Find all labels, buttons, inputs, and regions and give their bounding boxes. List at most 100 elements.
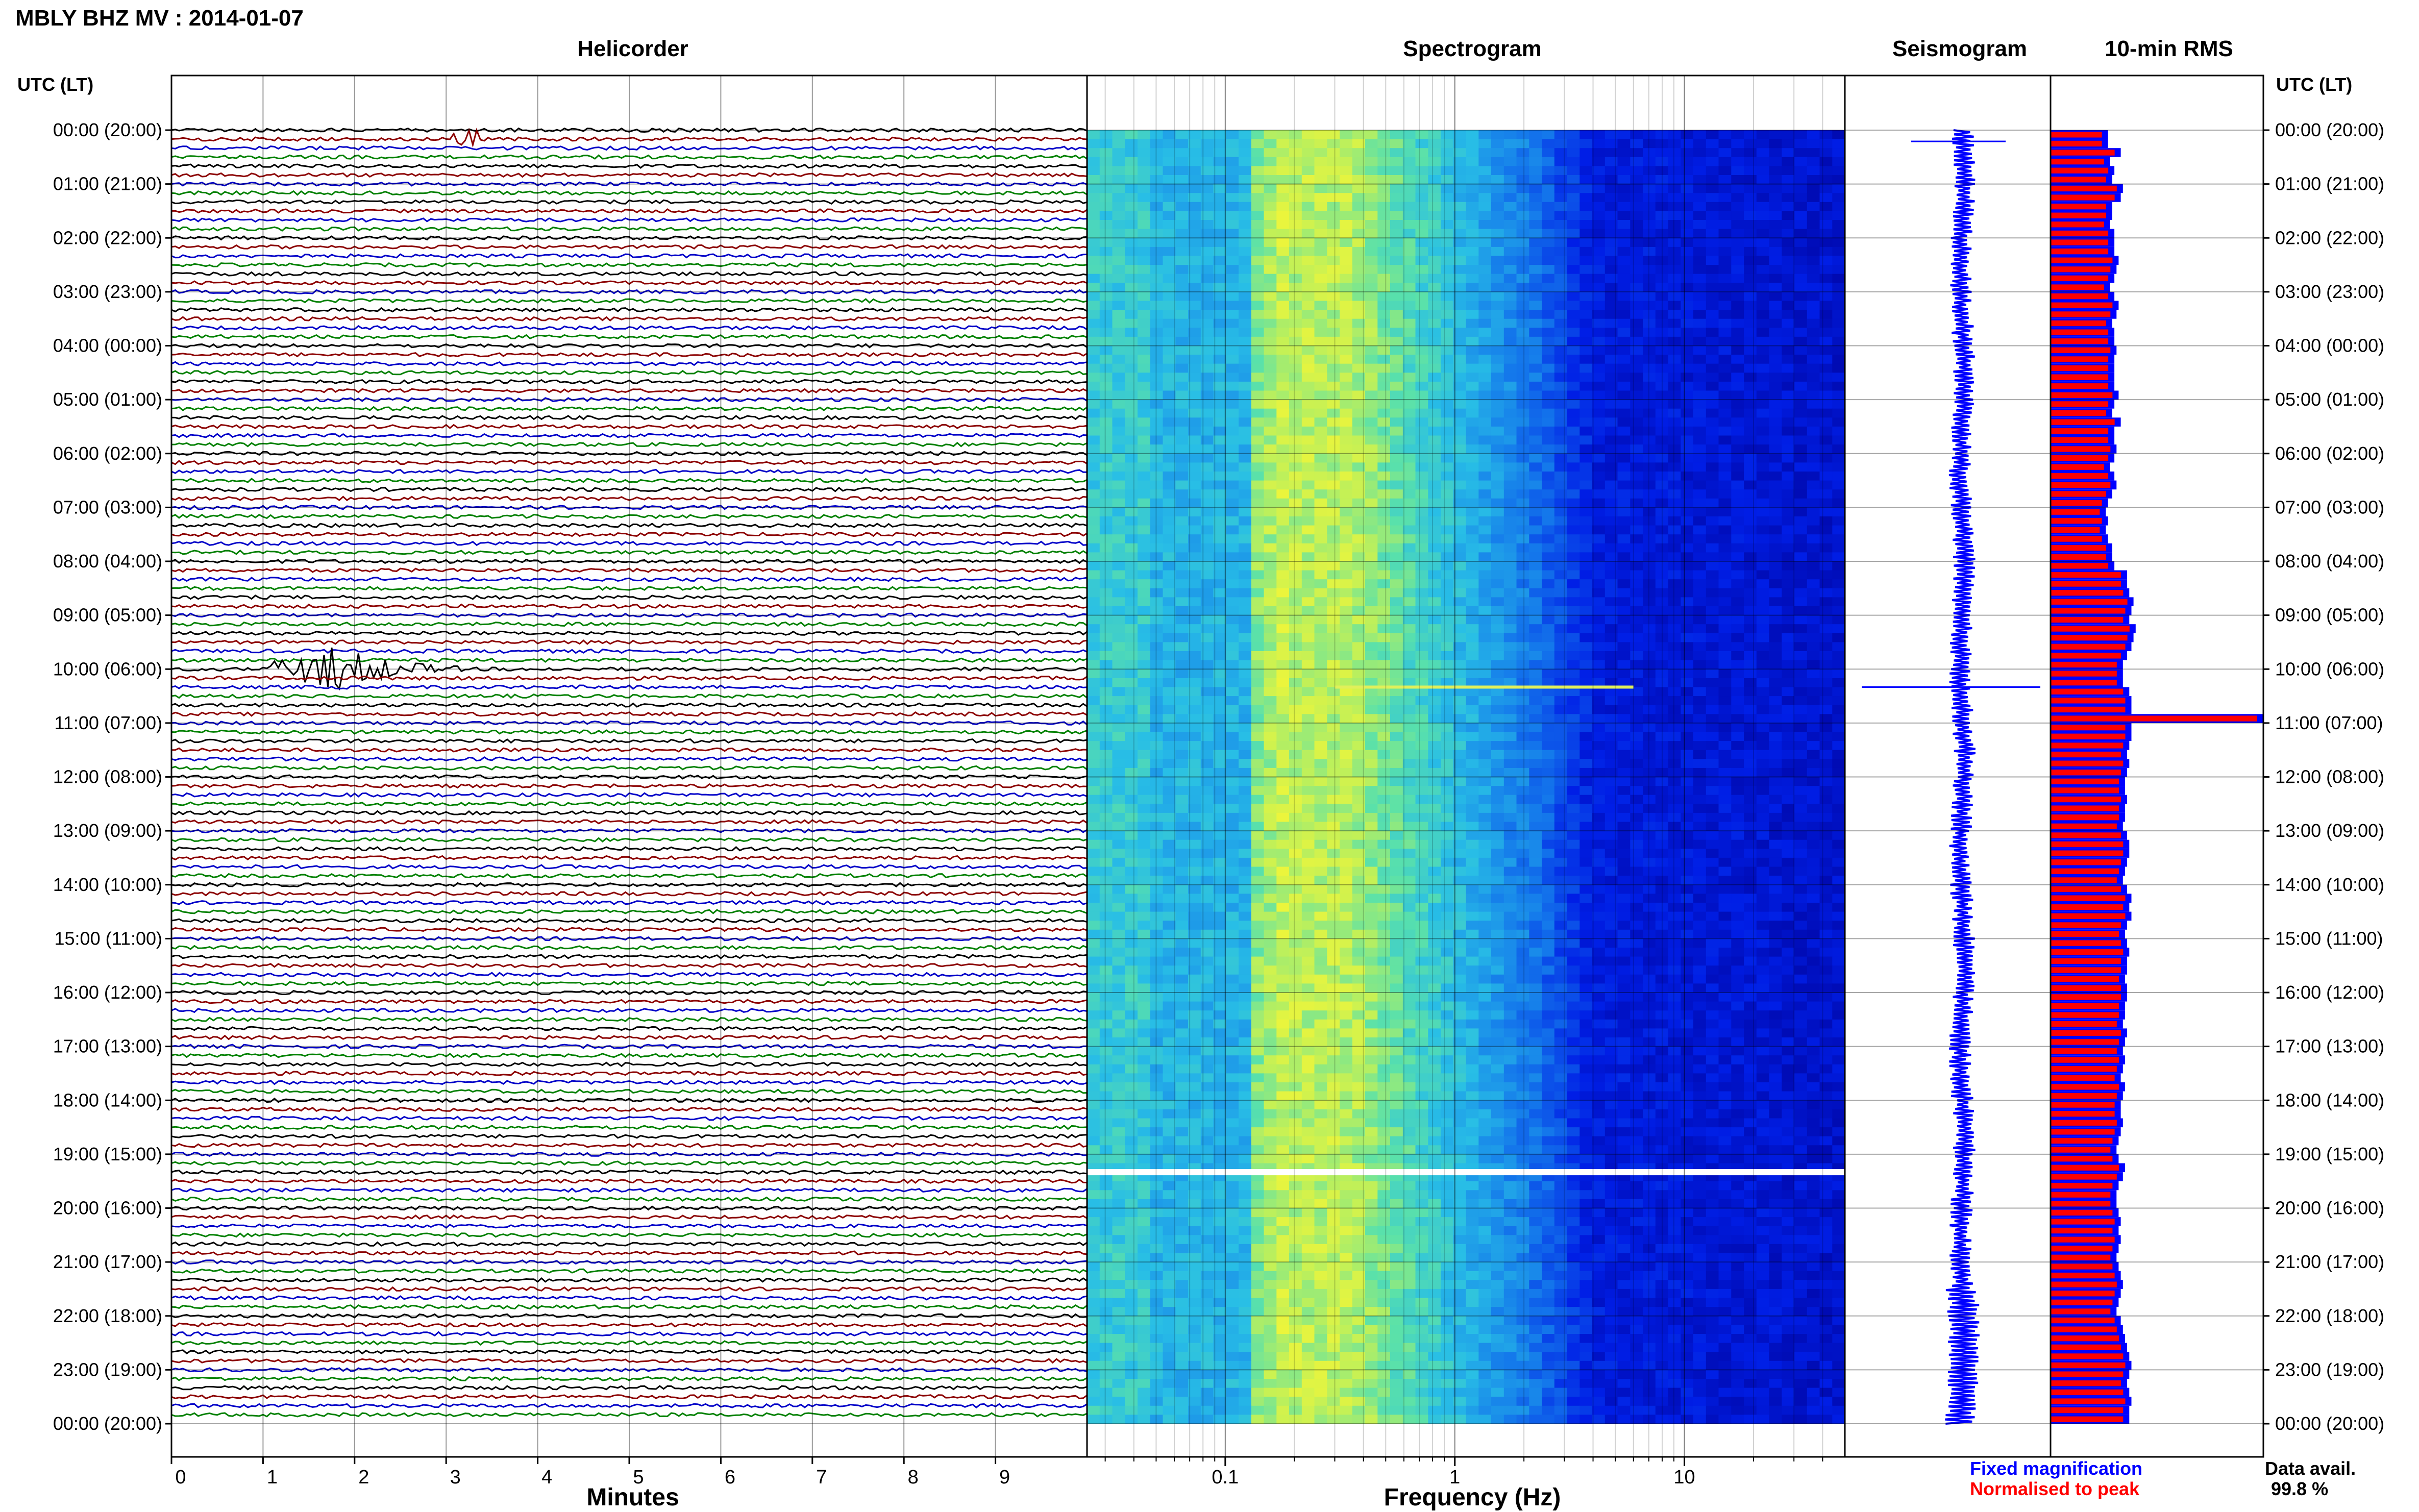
rms-bar-normalised	[2051, 967, 2121, 973]
data-availability-value: 99.8 %	[2271, 1478, 2328, 1499]
rms-bar-normalised	[2051, 150, 2115, 156]
rms-bar-normalised	[2051, 1174, 2117, 1180]
rms-bar-normalised	[2051, 410, 2106, 416]
rms-bar-normalised	[2051, 904, 2124, 910]
frequency-tick-label: 1	[1449, 1467, 1460, 1488]
rms-bar-normalised	[2051, 725, 2126, 731]
time-label: 04:00 (00:00)	[53, 335, 162, 356]
rms-bar-normalised	[2051, 140, 2102, 147]
rms-bar-normalised	[2051, 392, 2113, 398]
time-label: 11:00 (07:00)	[55, 712, 162, 733]
rms-bar-normalised	[2051, 616, 2124, 623]
rms-bar-normalised	[2051, 680, 2117, 686]
time-label: 17:00 (13:00)	[2275, 1036, 2384, 1057]
right-axis-label: UTC (LT)	[2276, 74, 2352, 95]
time-label: 00:00 (20:00)	[2275, 119, 2384, 140]
rms-bar-normalised	[2051, 428, 2109, 434]
rms-bar-normalised	[2051, 832, 2121, 838]
rms-bar-normalised	[2051, 230, 2109, 237]
rms-bar-normalised	[2051, 554, 2106, 560]
rms-bar-normalised	[2051, 302, 2113, 308]
rms-panel	[2051, 130, 2263, 1424]
helicorder-xlabel: Minutes	[586, 1484, 679, 1511]
rms-bar-normalised	[2051, 671, 2117, 677]
time-label: 09:00 (05:00)	[2275, 605, 2384, 626]
right-time-axis: 00:00 (20:00) 01:00 (21:00) 02:00 (22:00) 0…	[2263, 119, 2384, 1434]
time-label: 10:00 (06:00)	[2275, 658, 2384, 679]
rms-bar-normalised	[2051, 770, 2121, 776]
rms-bar-normalised	[2051, 985, 2121, 991]
rms-bar-normalised	[2051, 1291, 2115, 1297]
rms-bar-normalised	[2051, 850, 2124, 856]
rms-bar-normalised	[2051, 527, 2100, 533]
rms-bar-normalised	[2051, 688, 2124, 695]
rms-bar-normalised	[2051, 1003, 2119, 1009]
minute-tick-label: 1	[267, 1467, 278, 1488]
rms-bar-normalised	[2051, 266, 2111, 272]
rms-bar-normalised	[2051, 1066, 2117, 1072]
time-label: 00:00 (20:00)	[53, 119, 162, 140]
time-label: 08:00 (04:00)	[2275, 551, 2384, 572]
spectrogram-x-axis: 0.1 1 10	[1104, 1457, 1823, 1488]
minute-tick-label: 3	[450, 1467, 461, 1488]
time-label: 07:00 (03:00)	[53, 497, 162, 517]
rms-bar-normalised	[2051, 1156, 2113, 1162]
rms-bar-normalised	[2051, 167, 2109, 173]
helicorder-panel	[171, 127, 1088, 1418]
rms-bar-normalised	[2051, 1102, 2115, 1108]
figure-title: MBLY BHZ MV : 2014-01-07	[15, 6, 304, 31]
legend-normalised-to-peak: Normalised to peak	[1970, 1478, 2140, 1499]
time-label: 18:00 (14:00)	[2275, 1089, 2384, 1110]
time-label: 16:00 (12:00)	[53, 982, 162, 1003]
rms-bar-normalised	[2051, 1137, 2113, 1144]
time-label: 05:00 (01:00)	[53, 389, 162, 410]
rms-bar-normalised	[2051, 931, 2119, 937]
rms-bar-normalised	[2051, 356, 2109, 362]
rms-bar-normalised	[2051, 940, 2121, 946]
rms-bar-normalised	[2051, 814, 2119, 821]
rms-bar-normalised	[2051, 626, 2130, 632]
rms-bar-normalised	[2051, 823, 2117, 829]
time-label: 00:00 (20:00)	[2275, 1413, 2384, 1434]
rms-bar-normalised	[2051, 1012, 2119, 1018]
time-label: 23:00 (19:00)	[2275, 1359, 2384, 1380]
rms-bar-normalised	[2051, 293, 2109, 300]
rms-bar-normalised	[2051, 958, 2121, 964]
rms-bar-normalised	[2051, 1182, 2113, 1189]
rms-bar-normalised	[2051, 1084, 2119, 1090]
rms-bar-normalised	[2051, 976, 2119, 982]
rms-bar-normalised	[2051, 401, 2109, 407]
rms-bar-normalised	[2051, 1236, 2115, 1243]
time-label: 06:00 (02:00)	[2275, 443, 2384, 464]
time-label: 16:00 (12:00)	[2275, 982, 2384, 1003]
rms-bar-normalised	[2051, 778, 2119, 784]
time-label: 10:00 (06:00)	[53, 658, 162, 679]
rms-bar-normalised	[2051, 374, 2109, 380]
time-label: 06:00 (02:00)	[53, 443, 162, 464]
time-label: 18:00 (14:00)	[53, 1089, 162, 1110]
rms-bar-normalised	[2051, 581, 2121, 587]
rms-bar-normalised	[2051, 1398, 2126, 1404]
rms-bar-normalised	[2051, 1147, 2111, 1153]
rms-bar-normalised	[2051, 913, 2126, 919]
minute-tick-label: 2	[358, 1467, 369, 1488]
rms-bar-normalised	[2051, 653, 2121, 659]
rms-bar-normalised	[2051, 868, 2119, 874]
rms-bar-normalised	[2051, 500, 2102, 506]
rms-bar-normalised	[2051, 1057, 2119, 1063]
rms-bar-normalised	[2051, 1039, 2119, 1045]
rms-bar-normalised	[2051, 177, 2106, 183]
time-label: 19:00 (15:00)	[2275, 1144, 2384, 1164]
time-label: 09:00 (05:00)	[53, 605, 162, 626]
rms-bar-normalised	[2051, 760, 2124, 766]
rms-bar-normalised	[2051, 608, 2126, 614]
rms-bar-normalised	[2051, 509, 2100, 515]
rms-bar-normalised	[2051, 473, 2109, 479]
rms-bar-normalised	[2051, 787, 2119, 794]
data-availability-label: Data avail.	[2265, 1458, 2356, 1479]
rms-bar-normalised	[2051, 204, 2106, 210]
rms-bar-normalised	[2051, 1308, 2111, 1315]
rms-bar-normalised	[2051, 1192, 2111, 1198]
time-label: 04:00 (00:00)	[2275, 335, 2384, 356]
